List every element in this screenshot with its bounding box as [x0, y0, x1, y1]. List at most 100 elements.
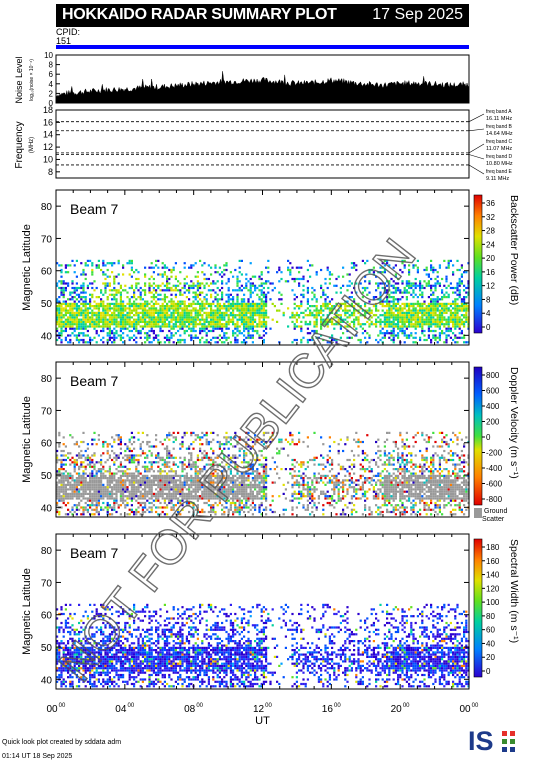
scatter-cell — [221, 275, 224, 278]
scatter-cell — [95, 510, 98, 514]
scatter-cell — [137, 490, 140, 493]
scatter-cell — [166, 309, 169, 312]
scatter-cell — [397, 320, 400, 323]
scatter-cell — [293, 302, 296, 305]
scatter-cell — [130, 499, 133, 502]
scatter-cell — [456, 309, 459, 312]
scatter-cell — [410, 320, 413, 323]
scatter-cell — [205, 332, 208, 335]
scatter-cell — [157, 454, 160, 457]
scatter-cell — [146, 316, 149, 319]
scatter-cell — [236, 282, 239, 285]
scatter-cell — [75, 316, 78, 319]
scatter-cell — [203, 474, 206, 477]
scatter-cell — [139, 320, 142, 323]
scatter-cell — [443, 296, 446, 299]
scatter-cell — [183, 325, 186, 328]
scatter-cell — [128, 309, 131, 312]
scatter-cell — [313, 293, 316, 296]
scatter-cell — [234, 302, 237, 305]
scatter-cell — [322, 314, 325, 317]
scatter-cell — [58, 296, 61, 299]
scatter-cell — [293, 325, 296, 328]
scatter-cell — [108, 316, 111, 319]
scatter-cell — [229, 488, 232, 491]
scatter-cell — [150, 492, 153, 495]
scatter-cell — [260, 325, 263, 328]
scatter-cell — [218, 440, 221, 444]
scatter-cell — [403, 305, 406, 308]
scatter-cell — [249, 302, 252, 305]
scatter-cell — [108, 477, 111, 480]
scatter-cell — [128, 323, 131, 326]
scatter-cell — [251, 305, 254, 308]
scatter-cell — [148, 481, 151, 484]
scatter-cell — [152, 298, 155, 301]
scatter-cell — [368, 336, 371, 339]
scatter-cell — [410, 334, 413, 337]
scatter-cell — [445, 307, 448, 310]
scatter-cell — [113, 504, 116, 507]
scatter-cell — [258, 490, 261, 493]
scatter-cell — [137, 472, 140, 475]
scatter-cell — [194, 479, 197, 482]
scatter-cell — [214, 314, 217, 317]
scatter-cell — [78, 307, 81, 310]
scatter-cell — [419, 311, 422, 314]
scatter-cell — [144, 481, 147, 484]
scatter-cell — [100, 314, 103, 317]
scatter-cell — [201, 470, 204, 473]
scatter-cell — [232, 323, 235, 326]
scatter-cell — [106, 318, 109, 321]
scatter-cell — [58, 307, 61, 310]
scatter-cell — [260, 479, 263, 482]
scatter-cell — [168, 431, 171, 434]
scatter-cell — [430, 293, 433, 296]
scatter-cell — [135, 286, 138, 290]
freq-band-leader — [468, 143, 485, 154]
scatter-cell — [240, 438, 243, 441]
scatter-cell — [234, 508, 237, 511]
scatter-cell — [324, 323, 327, 326]
scatter-cell — [223, 465, 226, 468]
scatter-cell — [124, 327, 127, 330]
scatter-cell — [315, 329, 318, 333]
scatter-cell — [69, 320, 72, 323]
scatter-cell — [390, 334, 393, 337]
scatter-cell — [69, 341, 72, 344]
scatter-cell — [93, 468, 96, 471]
scatter-cell — [212, 458, 215, 462]
scatter-cell — [93, 488, 96, 491]
scatter-cell — [342, 302, 345, 305]
scatter-cell — [320, 316, 323, 319]
scatter-cell — [67, 316, 70, 319]
scatter-cell — [309, 311, 312, 314]
scatter-cell — [82, 316, 85, 319]
scatter-cell — [243, 452, 246, 455]
scatter-cell — [344, 307, 347, 310]
scatter-cell — [205, 501, 208, 505]
scatter-cell — [214, 320, 217, 323]
scatter-cell — [188, 461, 191, 464]
scatter-cell — [293, 316, 296, 319]
scatter-cell — [113, 440, 116, 444]
scatter-cell — [381, 286, 384, 290]
scatter-cell — [247, 309, 250, 312]
scatter-cell — [218, 305, 221, 308]
scatter-cell — [218, 338, 221, 342]
scatter-cell — [82, 479, 85, 482]
scatter-cell — [78, 497, 81, 500]
scatter-cell — [311, 311, 314, 314]
scatter-cell — [179, 318, 182, 321]
scatter-cell — [245, 483, 248, 486]
scatter-cell — [390, 307, 393, 310]
scatter-cell — [161, 495, 164, 498]
scatter-cell — [245, 477, 248, 480]
scatter-cell — [251, 501, 254, 505]
scatter-cell — [170, 492, 173, 495]
scatter-cell — [447, 307, 450, 310]
scatter-cell — [254, 479, 257, 482]
scatter-cell — [84, 264, 87, 267]
scatter-cell — [122, 488, 125, 491]
scatter-cell — [95, 307, 98, 310]
